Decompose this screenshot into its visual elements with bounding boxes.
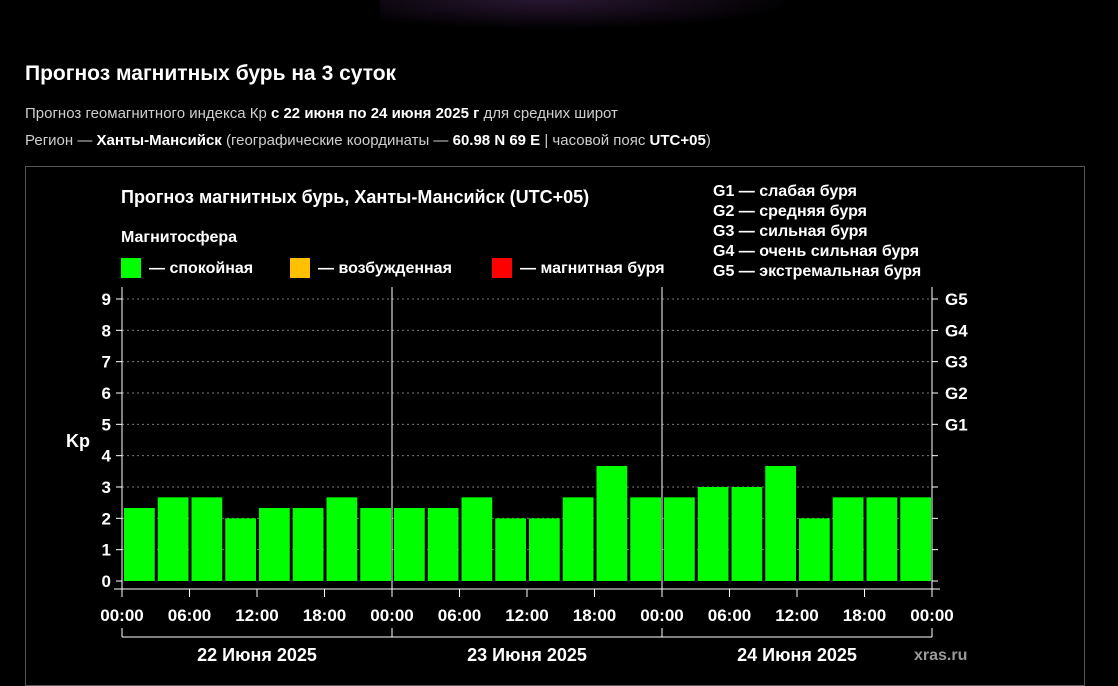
g-level-label-g3: G3: [945, 353, 968, 372]
y-tick-label-9: 9: [102, 290, 111, 309]
y-tick-label-5: 5: [102, 415, 111, 434]
chart-axes: 0 1 2 3 4 5 6 7 8 9 G1 G2 G3 G4 G5 00:00 06:00 12:00 18:00…: [100, 287, 968, 665]
kp-bar-14: [596, 466, 628, 581]
kp-bars: [124, 466, 931, 581]
kp-bar-9: [427, 507, 459, 581]
kp-bar-1: [157, 497, 189, 581]
legend-swatch-calm: [121, 258, 141, 278]
kp-bar-21: [832, 497, 864, 581]
page-title: Прогноз магнитных бурь на 3 суток: [25, 62, 397, 85]
x-tick-label-5: 06:00: [438, 606, 481, 625]
x-tick-label-11: 18:00: [843, 606, 886, 625]
day-label-1: 23 Июня 2025: [467, 645, 587, 665]
y-tick-label-2: 2: [102, 509, 111, 528]
kp-bar-20: [799, 518, 830, 581]
g-level-label-g4: G4: [945, 321, 968, 340]
kp-bar-7: [360, 507, 391, 581]
g-legend-g2: G2 — средняя буря: [713, 203, 867, 220]
g-legend-g4: G4 — очень сильная буря: [713, 243, 919, 260]
kp-bar-8: [394, 507, 425, 581]
legend-title: Магнитосфера: [121, 229, 237, 246]
x-tick-label-1: 06:00: [168, 606, 211, 625]
kp-bar-22: [866, 497, 898, 581]
x-tick-label-0: 00:00: [100, 606, 143, 625]
y-tick-label-4: 4: [102, 447, 112, 466]
kp-bar-10: [461, 497, 493, 581]
g-level-label-g1: G1: [945, 415, 968, 434]
legend-label-calm: — спокойная: [149, 260, 253, 277]
day-label-2: 24 Июня 2025: [737, 645, 857, 665]
g-legend-g1: G1 — слабая буря: [713, 183, 857, 200]
g-level-label-g2: G2: [945, 384, 968, 403]
top-glow-decoration: [380, 0, 800, 30]
kp-forecast-chart: Прогноз магнитных бурь, Ханты-Мансийск (…: [66, 183, 968, 665]
info-timezone-value: UTC+05: [649, 132, 706, 149]
y-axis-label: Kp: [66, 431, 90, 451]
x-tick-label-9: 06:00: [708, 606, 751, 625]
info-coords-prefix: (географические координаты —: [225, 132, 449, 149]
legend-label-excited: — возбужденная: [318, 260, 452, 277]
watermark: xras.ru: [914, 647, 967, 664]
g-legend-g3: G3 — сильная буря: [713, 223, 868, 240]
y-tick-label-6: 6: [102, 384, 111, 403]
info-period-suffix: для средних широт: [483, 105, 618, 122]
kp-bar-13: [562, 497, 594, 581]
chart-title: Прогноз магнитных бурь, Ханты-Мансийск (…: [121, 187, 589, 207]
x-tick-label-3: 18:00: [303, 606, 346, 625]
kp-bar-12: [529, 518, 560, 581]
info-region-name: Ханты-Мансийск: [96, 132, 222, 149]
info-region-prefix: Регион —: [25, 132, 93, 149]
x-tick-label-12: 00:00: [910, 606, 953, 625]
kp-bar-23: [900, 497, 931, 581]
y-tick-label-8: 8: [102, 321, 111, 340]
grid-lines: [122, 287, 932, 589]
x-tick-label-8: 00:00: [640, 606, 683, 625]
kp-bar-18: [731, 487, 763, 581]
g-legend-g5: G5 — экстремальная буря: [713, 263, 921, 280]
x-tick-label-10: 12:00: [775, 606, 818, 625]
x-tick-label-2: 12:00: [235, 606, 278, 625]
x-tick-label-7: 18:00: [573, 606, 616, 625]
kp-bar-2: [191, 497, 223, 581]
kp-bar-0: [124, 507, 155, 581]
kp-bar-15: [630, 497, 661, 581]
info-timezone-prefix: | часовой пояс: [544, 132, 646, 149]
legend-label-storm: — магнитная буря: [520, 260, 665, 277]
y-tick-label-3: 3: [102, 478, 111, 497]
kp-bar-6: [326, 497, 358, 581]
info-coords-value: 60.98 N 69 E: [452, 132, 541, 149]
kp-bar-17: [697, 487, 729, 581]
g-level-label-g5: G5: [945, 290, 968, 309]
x-tick-label-6: 12:00: [505, 606, 548, 625]
kp-bar-5: [292, 507, 324, 581]
day-label-0: 22 Июня 2025: [197, 645, 317, 665]
kp-bar-11: [495, 518, 526, 581]
y-tick-label-1: 1: [102, 541, 111, 560]
info-period-prefix: Прогноз геомагнитного индекса Кр: [25, 105, 267, 122]
x-tick-label-4: 00:00: [370, 606, 413, 625]
region-info: Регион — Ханты-Мансийск (географические …: [25, 132, 711, 149]
y-tick-label-7: 7: [102, 353, 111, 372]
kp-bar-16: [664, 497, 695, 581]
kp-bar-4: [259, 507, 290, 581]
legend-swatch-excited: [290, 258, 310, 278]
kp-bar-3: [225, 518, 256, 581]
forecast-period-info: Прогноз геомагнитного индекса Кр с 22 ию…: [25, 105, 618, 122]
kp-bar-19: [765, 466, 796, 581]
info-period-dates: с 22 июня по 24 июня 2025 г: [270, 105, 480, 122]
y-tick-label-0: 0: [102, 572, 111, 591]
chart-container: Прогноз магнитных бурь, Ханты-Мансийск (…: [25, 166, 1085, 686]
info-close-paren: ): [705, 132, 711, 149]
legend-swatch-storm: [492, 258, 512, 278]
